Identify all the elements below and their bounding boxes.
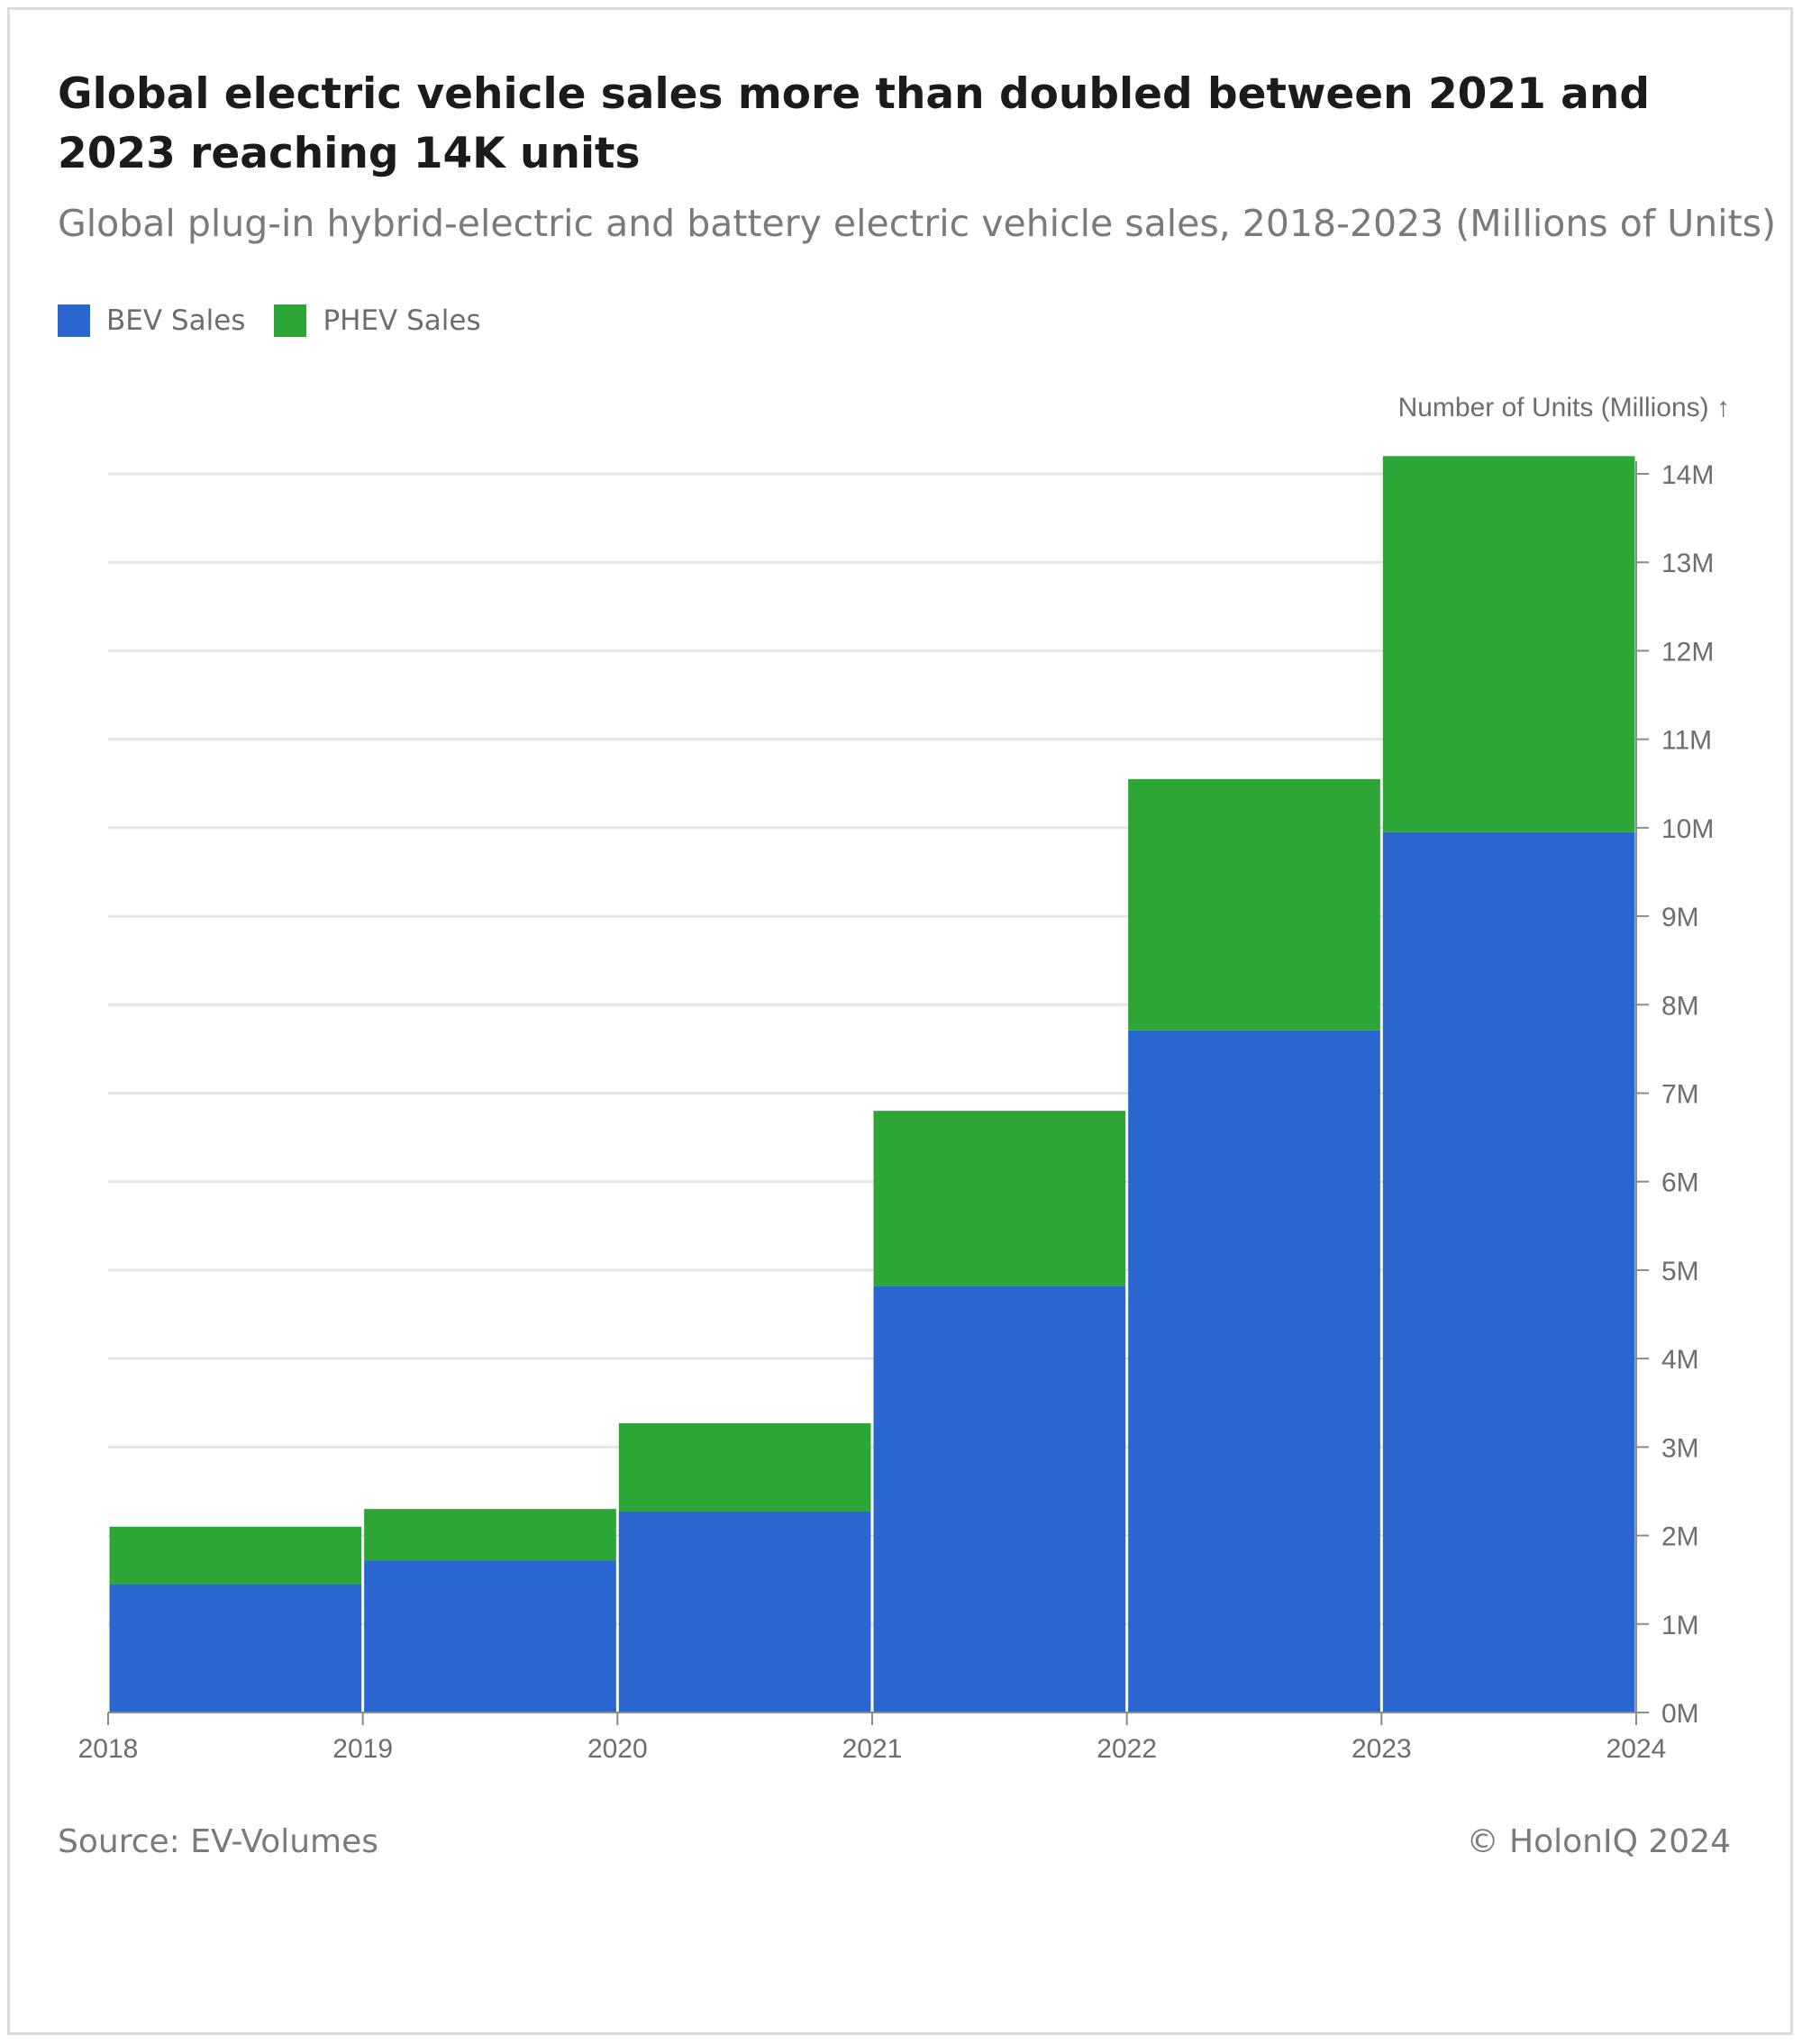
chart-title: Global electric vehicle sales more than … xyxy=(58,69,1650,178)
bar-layer xyxy=(109,456,1635,1712)
grid-layer xyxy=(108,472,1636,1626)
y-tick-label: 9M xyxy=(1661,903,1699,932)
legend-label-bev: BEV Sales xyxy=(106,304,246,337)
bar-bev-sales-2023 xyxy=(1382,831,1635,1712)
y-tick-label: 6M xyxy=(1661,1168,1699,1198)
y-tick-label: 14M xyxy=(1661,460,1714,490)
legend-swatch-phev xyxy=(274,304,307,337)
bar-phev-sales-2022 xyxy=(1128,778,1380,1031)
x-tick-label: 2023 xyxy=(1352,1734,1412,1764)
bar-bev-sales-2021 xyxy=(873,1285,1126,1712)
x-tick-label: 2020 xyxy=(587,1734,648,1764)
y-axis-title: Number of Units (Millions) ↑ xyxy=(1398,393,1730,422)
legend-label-phev: PHEV Sales xyxy=(323,304,481,337)
bar-phev-sales-2021 xyxy=(873,1111,1126,1286)
bar-phev-sales-2023 xyxy=(1382,456,1635,832)
bar-phev-sales-2018 xyxy=(109,1526,362,1585)
axis-layer: 0M 1M 2M 3M 4M 5M 6M 7M 8M 9M 10M 11M 12M 13M 14M Numbe… xyxy=(78,393,1730,1764)
legend: BEV Sales PHEV Sales xyxy=(58,304,510,337)
bar-bev-sales-2019 xyxy=(364,1560,616,1712)
bar-bev-sales-2018 xyxy=(109,1584,362,1712)
copyright-note: © HolonIQ 2024 xyxy=(1466,1823,1731,1860)
legend-item-phev[interactable]: PHEV Sales xyxy=(274,304,481,337)
legend-swatch-bev xyxy=(58,304,90,337)
y-tick-label: 7M xyxy=(1661,1080,1699,1110)
bar-phev-sales-2020 xyxy=(618,1422,871,1513)
x-tick-label: 2018 xyxy=(78,1734,139,1764)
source-note: Source: EV-Volumes xyxy=(58,1823,379,1860)
x-tick-label: 2022 xyxy=(1097,1734,1157,1764)
x-tick-label: 2021 xyxy=(842,1734,903,1764)
y-tick-label: 0M xyxy=(1661,1699,1699,1729)
legend-item-bev[interactable]: BEV Sales xyxy=(58,304,245,337)
y-tick-label: 5M xyxy=(1661,1257,1699,1286)
y-tick-label: 13M xyxy=(1661,549,1714,578)
x-tick-label: 2019 xyxy=(332,1734,393,1764)
x-tick-label: 2024 xyxy=(1606,1734,1667,1764)
y-tick-label: 4M xyxy=(1661,1345,1699,1375)
y-tick-label: 11M xyxy=(1661,726,1712,756)
bar-bev-sales-2022 xyxy=(1128,1030,1380,1712)
bar-phev-sales-2019 xyxy=(364,1509,616,1561)
bar-bev-sales-2020 xyxy=(618,1512,871,1712)
chart-subtitle: Global plug-in hybrid-electric and batte… xyxy=(58,202,1777,245)
y-tick-label: 8M xyxy=(1661,991,1699,1021)
y-tick-label: 10M xyxy=(1661,814,1714,844)
y-tick-label: 1M xyxy=(1661,1611,1699,1640)
y-tick-label: 12M xyxy=(1661,637,1714,667)
y-tick-label: 2M xyxy=(1661,1522,1699,1552)
y-tick-label: 3M xyxy=(1661,1433,1699,1463)
